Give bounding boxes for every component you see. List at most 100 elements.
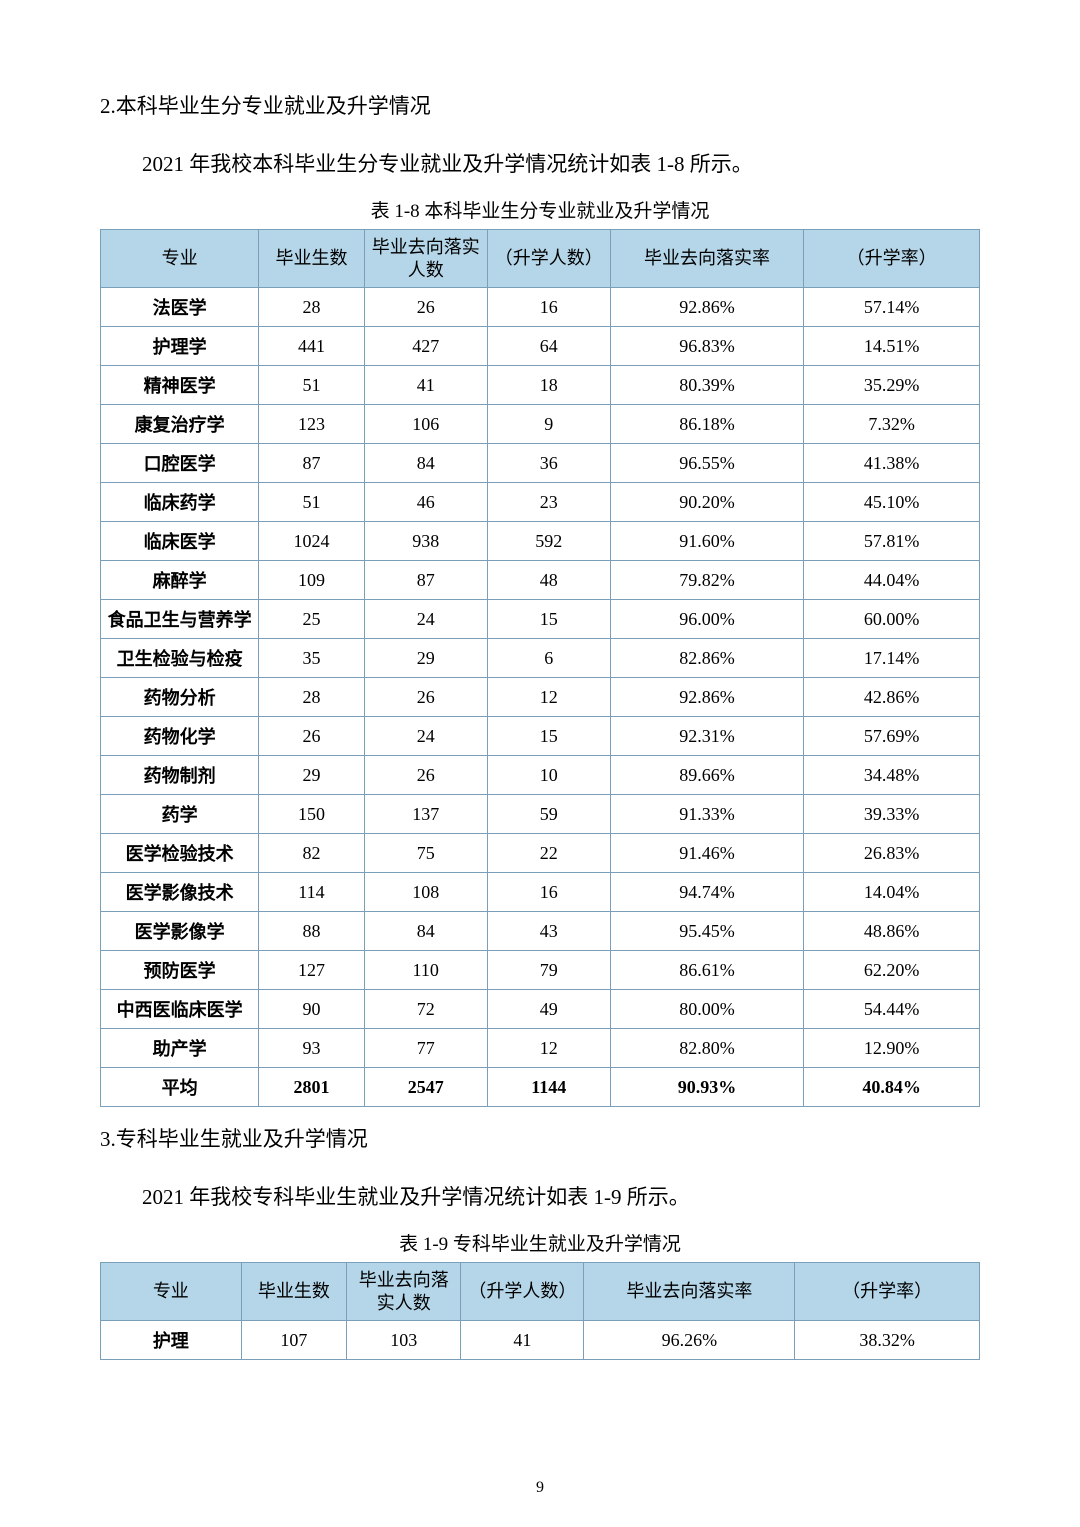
- table-cell: 57.81%: [804, 522, 980, 561]
- table-cell: 87: [259, 444, 364, 483]
- section-1-heading: 2.本科毕业生分专业就业及升学情况: [100, 90, 980, 120]
- table-cell: 57.69%: [804, 717, 980, 756]
- table-cell: 46: [364, 483, 487, 522]
- table-cell: 35.29%: [804, 366, 980, 405]
- table-1-header-cell: 毕业去向落实率: [610, 230, 803, 288]
- table-row: 中西医临床医学90724980.00%54.44%: [101, 990, 980, 1029]
- table-2: 专业 毕业生数 毕业去向落实人数 （升学人数） 毕业去向落实率 （升学率） 护理…: [100, 1262, 980, 1360]
- table-2-caption: 表 1-9 专科毕业生就业及升学情况: [100, 1229, 980, 1256]
- table-cell: 41: [461, 1321, 584, 1360]
- table-cell: 42.86%: [804, 678, 980, 717]
- table-cell: 34.48%: [804, 756, 980, 795]
- section-1-body: 2021 年我校本科毕业生分专业就业及升学情况统计如表 1-8 所示。: [100, 148, 980, 178]
- table-row: 精神医学51411880.39%35.29%: [101, 366, 980, 405]
- table-cell: 84: [364, 912, 487, 951]
- table-cell: 86.18%: [610, 405, 803, 444]
- table-cell: 22: [487, 834, 610, 873]
- table-cell: 91.60%: [610, 522, 803, 561]
- table-cell: 26.83%: [804, 834, 980, 873]
- table-cell: 137: [364, 795, 487, 834]
- table-cell: 62.20%: [804, 951, 980, 990]
- table-cell: 护理学: [101, 327, 259, 366]
- table-row: 护理学4414276496.83%14.51%: [101, 327, 980, 366]
- table-cell: 123: [259, 405, 364, 444]
- table-cell: 卫生检验与检疫: [101, 639, 259, 678]
- table-cell: 79.82%: [610, 561, 803, 600]
- table-row: 麻醉学109874879.82%44.04%: [101, 561, 980, 600]
- table-cell: 41.38%: [804, 444, 980, 483]
- table-cell: 41: [364, 366, 487, 405]
- table-1-header-row: 专业 毕业生数 毕业去向落实人数 （升学人数） 毕业去向落实率 （升学率）: [101, 230, 980, 288]
- table-row: 医学影像技术1141081694.74%14.04%: [101, 873, 980, 912]
- table-cell: 49: [487, 990, 610, 1029]
- table-cell: 医学影像学: [101, 912, 259, 951]
- table-cell: 1144: [487, 1068, 610, 1107]
- table-cell: 48: [487, 561, 610, 600]
- table-row: 康复治疗学123106986.18%7.32%: [101, 405, 980, 444]
- page-number: 9: [0, 1479, 1080, 1497]
- table-cell: 精神医学: [101, 366, 259, 405]
- table-row: 食品卫生与营养学25241596.00%60.00%: [101, 600, 980, 639]
- table-cell: 6: [487, 639, 610, 678]
- table-cell: 94.74%: [610, 873, 803, 912]
- table-2-header-cell: 专业: [101, 1263, 242, 1321]
- table-cell: 44.04%: [804, 561, 980, 600]
- table-cell: 107: [241, 1321, 346, 1360]
- table-cell: 90.20%: [610, 483, 803, 522]
- table-cell: 80.00%: [610, 990, 803, 1029]
- table-cell: 38.32%: [795, 1321, 980, 1360]
- table-cell: 康复治疗学: [101, 405, 259, 444]
- table-cell: 90: [259, 990, 364, 1029]
- section-2-heading: 3.专科毕业生就业及升学情况: [100, 1123, 980, 1153]
- table-cell: 103: [347, 1321, 461, 1360]
- table-cell: 96.83%: [610, 327, 803, 366]
- table-cell: 84: [364, 444, 487, 483]
- table-cell: 92.31%: [610, 717, 803, 756]
- table-cell: 17.14%: [804, 639, 980, 678]
- table-row: 卫生检验与检疫3529682.86%17.14%: [101, 639, 980, 678]
- table-cell: 51: [259, 366, 364, 405]
- table-1-header-cell: 毕业生数: [259, 230, 364, 288]
- table-cell: 15: [487, 600, 610, 639]
- table-1: 专业 毕业生数 毕业去向落实人数 （升学人数） 毕业去向落实率 （升学率） 法医…: [100, 229, 980, 1107]
- table-cell: 96.55%: [610, 444, 803, 483]
- table-cell: 中西医临床医学: [101, 990, 259, 1029]
- table-cell: 医学检验技术: [101, 834, 259, 873]
- table-cell: 93: [259, 1029, 364, 1068]
- table-cell: 95.45%: [610, 912, 803, 951]
- table-cell: 441: [259, 327, 364, 366]
- table-cell: 29: [364, 639, 487, 678]
- table-cell: 938: [364, 522, 487, 561]
- table-cell: 59: [487, 795, 610, 834]
- table-cell: 护理: [101, 1321, 242, 1360]
- table-cell: 114: [259, 873, 364, 912]
- table-row: 药学1501375991.33%39.33%: [101, 795, 980, 834]
- table-cell: 60.00%: [804, 600, 980, 639]
- table-cell: 109: [259, 561, 364, 600]
- section-2-body: 2021 年我校专科毕业生就业及升学情况统计如表 1-9 所示。: [100, 1181, 980, 1211]
- table-cell: 助产学: [101, 1029, 259, 1068]
- table-cell: 临床药学: [101, 483, 259, 522]
- table-cell: 87: [364, 561, 487, 600]
- table-cell: 64: [487, 327, 610, 366]
- table-row: 医学检验技术82752291.46%26.83%: [101, 834, 980, 873]
- table-cell: 89.66%: [610, 756, 803, 795]
- table-cell: 药物化学: [101, 717, 259, 756]
- table-cell: 77: [364, 1029, 487, 1068]
- table-cell: 24: [364, 717, 487, 756]
- table-cell: 14.51%: [804, 327, 980, 366]
- table-row: 助产学93771282.80%12.90%: [101, 1029, 980, 1068]
- table-cell: 麻醉学: [101, 561, 259, 600]
- table-cell: 23: [487, 483, 610, 522]
- table-cell: 26: [364, 288, 487, 327]
- table-cell: 药物制剂: [101, 756, 259, 795]
- table-row: 药物分析28261292.86%42.86%: [101, 678, 980, 717]
- table-cell: 88: [259, 912, 364, 951]
- table-cell: 7.32%: [804, 405, 980, 444]
- table-1-caption: 表 1-8 本科毕业生分专业就业及升学情况: [100, 196, 980, 223]
- table-cell: 106: [364, 405, 487, 444]
- table-2-header-row: 专业 毕业生数 毕业去向落实人数 （升学人数） 毕业去向落实率 （升学率）: [101, 1263, 980, 1321]
- table-total-row: 平均28012547114490.93%40.84%: [101, 1068, 980, 1107]
- table-cell: 2801: [259, 1068, 364, 1107]
- table-1-header-cell: （升学人数）: [487, 230, 610, 288]
